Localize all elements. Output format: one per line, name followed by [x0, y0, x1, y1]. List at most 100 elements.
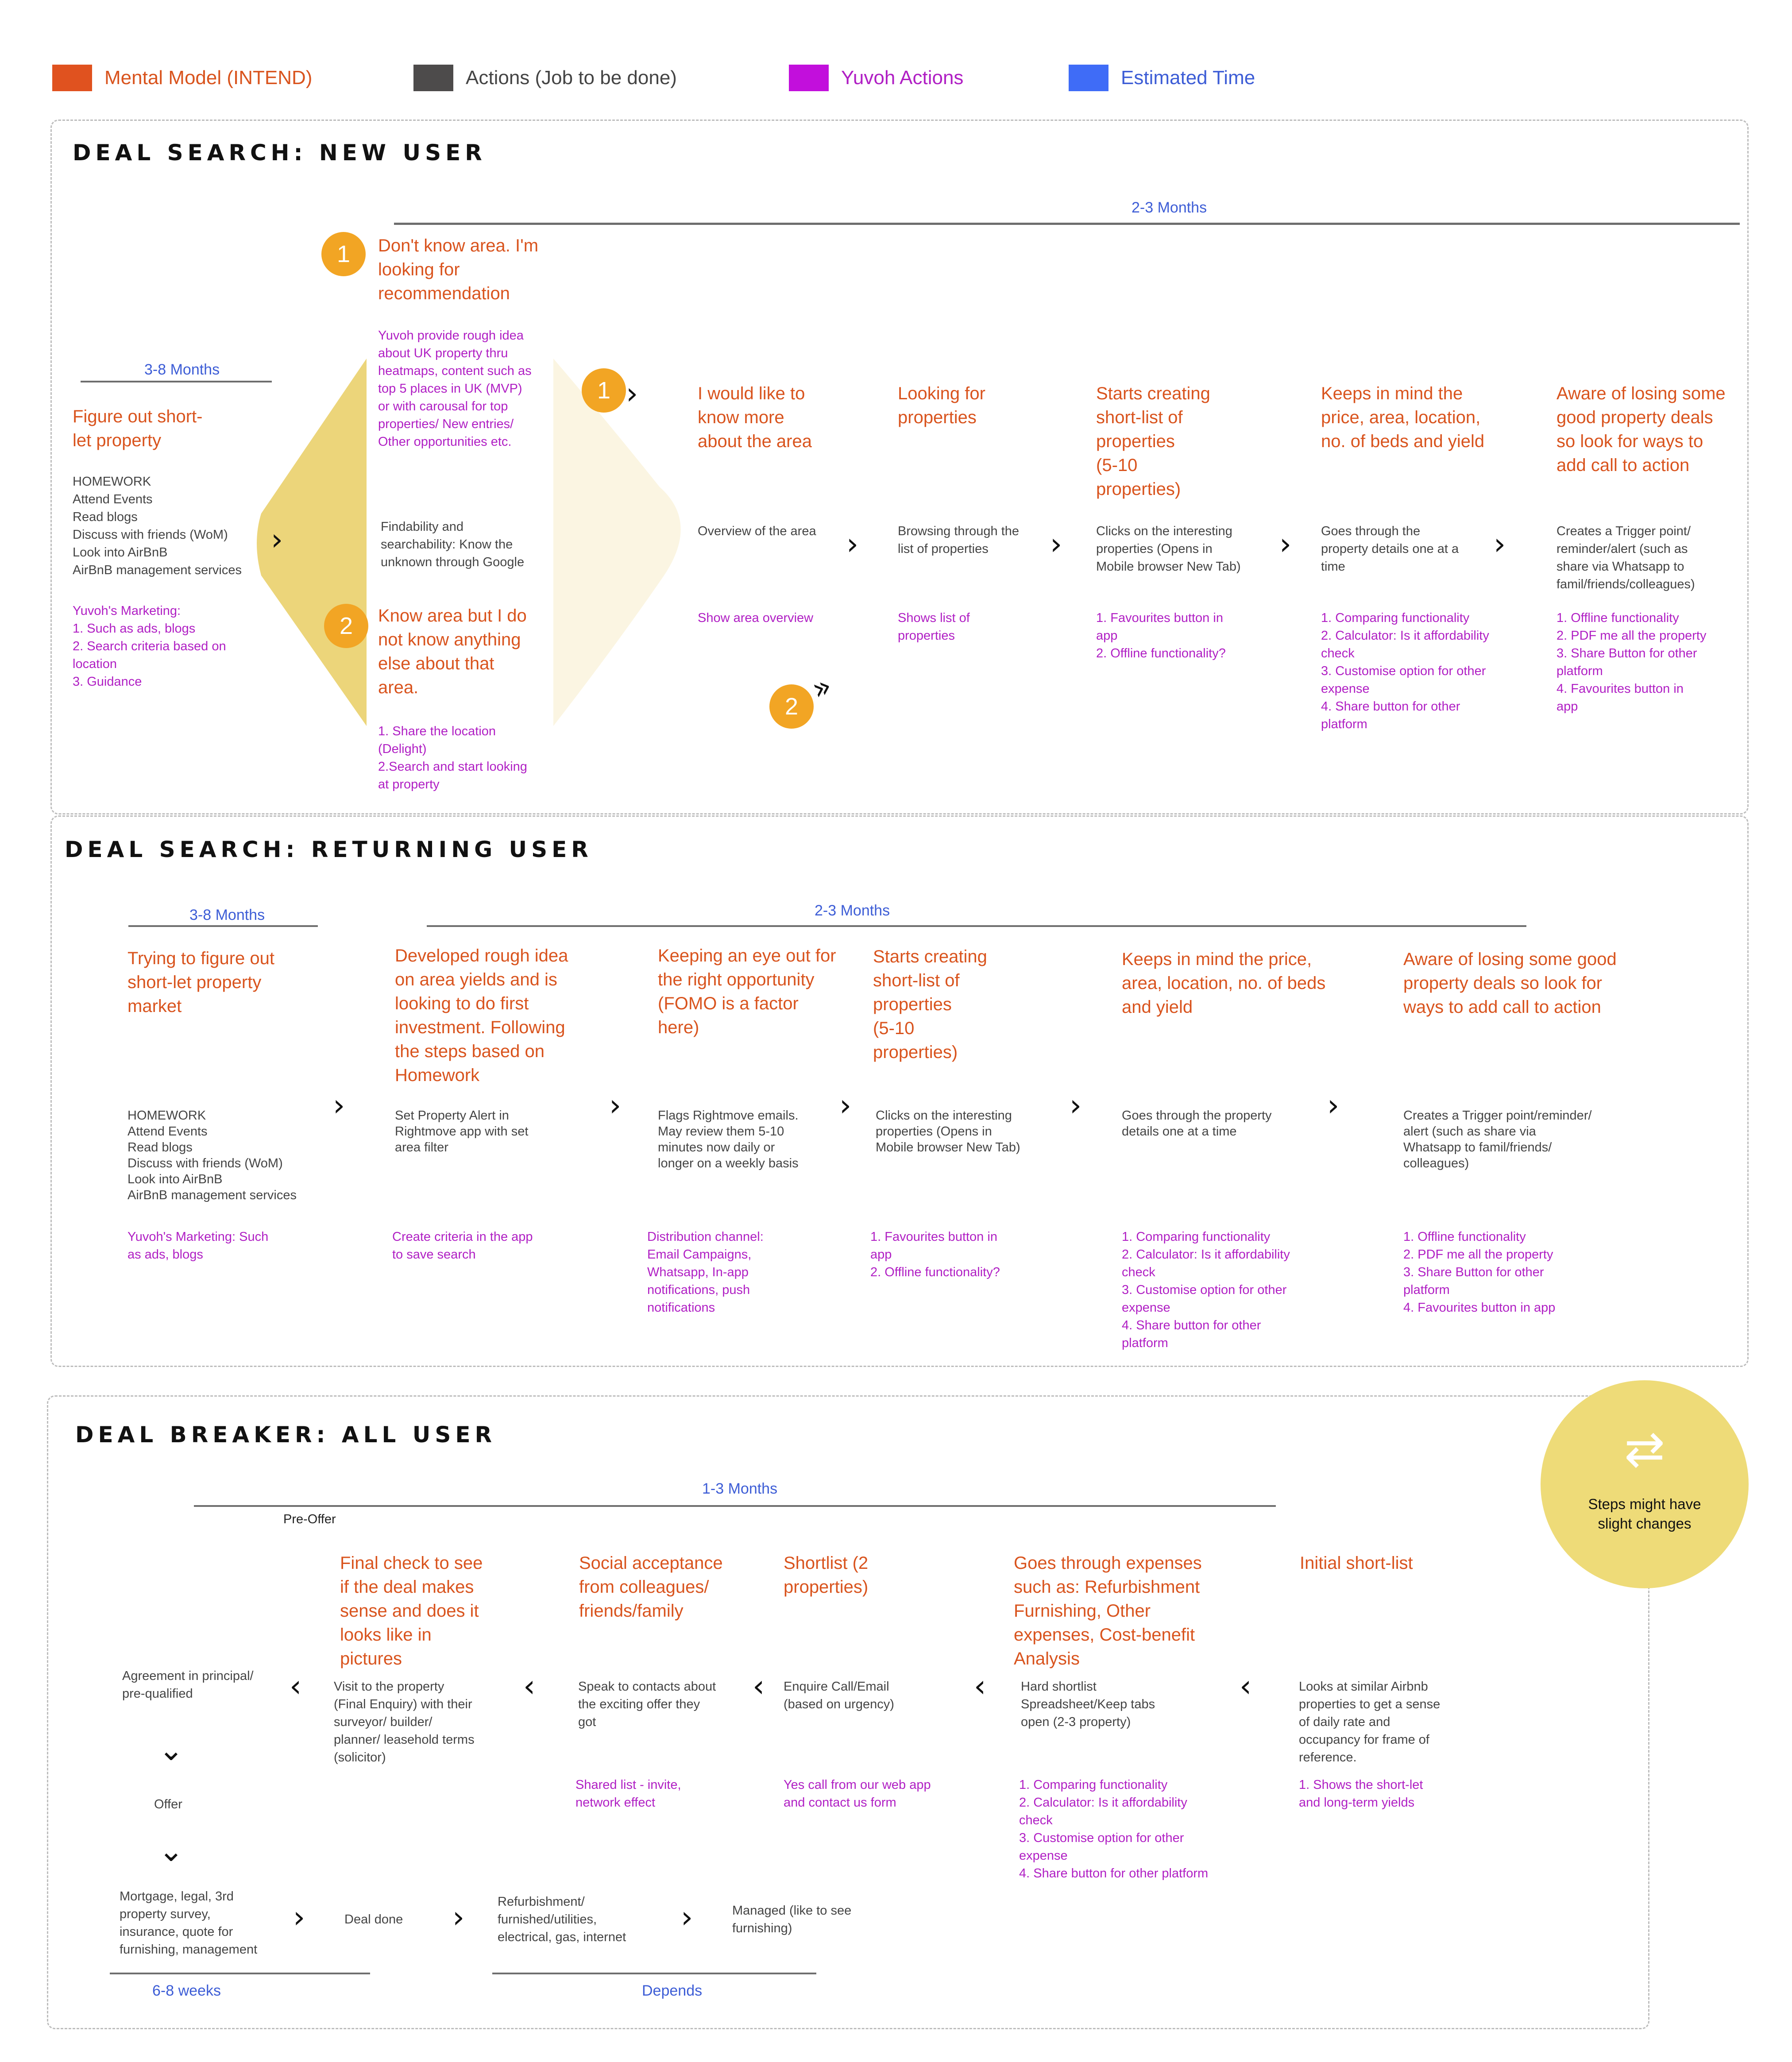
- branch2-badge: 2: [324, 604, 368, 648]
- deal-breaker-time-main: 1-3 Months: [702, 1480, 778, 1497]
- chevron-right-icon: ›: [846, 527, 859, 562]
- new-user-pre-line: [81, 381, 272, 382]
- deal-breaker-step-5-action: Looks at similar Airbnb properties to ge…: [1299, 1680, 1441, 1765]
- bottom-step-4: Managed (like to see furnishing): [732, 1904, 852, 1935]
- new-user-step-1-action: Overview of the area: [698, 524, 816, 538]
- branch1-yuvoh: Yuvoh provide rough idea about UK proper…: [378, 328, 532, 449]
- chevron-left-icon: ‹: [290, 1669, 302, 1704]
- new-user-step-3-mental: Starts creating short-list of properties…: [1096, 384, 1210, 499]
- pre-offer-label: Pre-Offer: [283, 1512, 336, 1526]
- legend-label-estimated-time: Estimated Time: [1121, 67, 1255, 89]
- branch2-yuvoh: 1. Share the location (Delight) 2.Search…: [378, 724, 527, 792]
- returning-step-6-mental: Aware of losing some good property deals…: [1403, 950, 1617, 1017]
- returning-step-3-mental: Keeping an eye out for the right opportu…: [658, 946, 836, 1037]
- deal-breaker-section: [47, 1395, 1649, 2029]
- new-user-time-line: [394, 223, 1740, 225]
- new-user-step-5-yuvoh: 1. Offline functionality 2. PDF me all t…: [1556, 611, 1707, 714]
- new-user-pre-actions: HOMEWORK Attend Events Read blogs Discus…: [73, 475, 242, 577]
- bottom-left-time-line: [110, 1973, 370, 1974]
- bottom-step-1: Mortgage, legal, 3rd property survey, in…: [120, 1889, 258, 1957]
- returning-step-1-mental: Trying to figure out short-let property …: [127, 949, 275, 1016]
- deal-breaker-step-1-action: Visit to the property (Final Enquiry) wi…: [334, 1680, 475, 1765]
- bottom-step-2: Deal done: [344, 1912, 403, 1927]
- deal-breaker-step-2-mental: Social acceptance from colleagues/ frien…: [579, 1553, 723, 1621]
- new-user-time-pre: 3-8 Months: [144, 361, 220, 378]
- returning-step-3-action: Flags Rightmove emails. May review them …: [658, 1108, 799, 1170]
- returning-user-pre-line: [128, 925, 318, 927]
- legend-swatch-estimated-time: [1069, 65, 1108, 91]
- chevron-left-icon: ‹: [974, 1669, 986, 1704]
- returning-step-3-yuvoh: Distribution channel: Email Campaigns, W…: [647, 1230, 764, 1315]
- findability-text: Findability and searchability: Know the …: [381, 520, 525, 569]
- returning-user-section: [50, 815, 1749, 1367]
- new-user-time-main: 2-3 Months: [1132, 199, 1207, 216]
- chevron-right-icon: ›: [271, 522, 283, 557]
- legend-label-mental-model: Mental Model (INTEND): [104, 67, 313, 89]
- new-user-step-4-mental: Keeps in mind the price, area, location,…: [1321, 384, 1485, 451]
- chevron-right-icon: ›: [1050, 527, 1062, 562]
- chevron-right-icon: ›: [609, 1088, 622, 1123]
- chevron-down-icon: ⌄: [158, 1834, 184, 1869]
- deal-breaker-step-3-yuvoh: Yes call from our web app and contact us…: [784, 1778, 931, 1810]
- new-user-section: [50, 120, 1749, 815]
- entry-badge-2: 2: [769, 684, 814, 729]
- returning-step-4-mental: Starts creating short-list of properties…: [873, 947, 987, 1062]
- chevron-down-icon: ⌄: [158, 1733, 184, 1768]
- bottom-step-3: Refurbishment/ furnished/utilities, elec…: [498, 1895, 626, 1944]
- chevron-left-icon: ‹: [1240, 1669, 1252, 1704]
- returning-user-time-pre: 3-8 Months: [189, 907, 265, 923]
- chevron-left-icon: ‹: [523, 1669, 536, 1704]
- deal-breaker-step-4-mental: Goes through expenses such as: Refurbish…: [1014, 1553, 1202, 1668]
- returning-step-1-action: HOMEWORK Attend Events Read blogs Discus…: [127, 1108, 297, 1202]
- returning-step-2-mental: Developed rough idea on area yields and …: [395, 946, 568, 1085]
- returning-step-2-action: Set Property Alert in Rightmove app with…: [395, 1108, 529, 1155]
- new-user-step-1-mental: I would like to know more about the area: [698, 384, 812, 451]
- chevron-right-icon: ›: [1327, 1088, 1340, 1123]
- legend-label-yuvoh-actions: Yuvoh Actions: [841, 67, 964, 89]
- new-user-pre-mental: Figure out short- let property: [73, 407, 203, 450]
- note-text: Steps might have slight changes: [1588, 1496, 1701, 1532]
- new-user-step-5-action: Creates a Trigger point/ reminder/alert …: [1556, 524, 1695, 591]
- entry-badge-1: 1: [582, 368, 626, 413]
- branch2-mental: Know area but I do not know anything els…: [378, 606, 527, 697]
- deal-breaker-step-2-action: Speak to contacts about the exciting off…: [578, 1680, 716, 1729]
- deal-breaker-step-2-yuvoh: Shared list - invite, network effect: [575, 1778, 681, 1810]
- deal-breaker-title: DEAL BREAKER: ALL USER: [75, 1422, 496, 1448]
- returning-step-4-action: Clicks on the interesting properties (Op…: [876, 1108, 1020, 1155]
- new-user-step-4-action: Goes through the property details one at…: [1321, 524, 1459, 574]
- returning-user-title: DEAL SEARCH: RETURNING USER: [65, 837, 593, 862]
- chevron-right-icon: ›: [333, 1088, 345, 1123]
- chevron-left-icon: ‹: [753, 1669, 765, 1704]
- branch1-mental: Don't know area. I'm looking for recomme…: [378, 236, 539, 303]
- offer-text: Offer: [154, 1797, 182, 1811]
- new-user-step-2-mental: Looking for properties: [898, 384, 985, 427]
- bottom-right-time: Depends: [642, 1982, 703, 1999]
- deal-breaker-step-1-mental: Final check to see if the deal makes sen…: [340, 1553, 483, 1668]
- returning-step-5-mental: Keeps in mind the price, area, location,…: [1122, 950, 1326, 1017]
- chevron-right-icon: ›: [452, 1900, 465, 1935]
- deal-breaker-step-4-yuvoh: 1. Comparing functionality 2. Calculator…: [1019, 1778, 1209, 1881]
- returning-step-4-yuvoh: 1. Favourites button in app 2. Offline f…: [870, 1230, 1000, 1279]
- returning-step-1-yuvoh: Yuvoh's Marketing: Such as ads, blogs: [127, 1230, 269, 1262]
- returning-step-5-action: Goes through the property details one at…: [1122, 1108, 1272, 1139]
- legend-swatch-actions: [413, 65, 453, 91]
- new-user-step-4-yuvoh: 1. Comparing functionality 2. Calculator…: [1321, 611, 1489, 731]
- chevron-right-icon: ›: [1279, 527, 1292, 562]
- returning-step-2-yuvoh: Create criteria in the app to save searc…: [392, 1230, 533, 1262]
- deal-breaker-step-3-mental: Shortlist (2 properties): [784, 1553, 869, 1597]
- note-circle: [1541, 1380, 1749, 1588]
- returning-user-time-line: [427, 925, 1526, 927]
- bottom-right-time-line: [492, 1973, 816, 1974]
- bottom-left-time: 6-8 weeks: [152, 1982, 221, 1999]
- deal-breaker-step-5-yuvoh: 1. Shows the short-let and long-term yie…: [1299, 1778, 1423, 1810]
- deal-breaker-step-5-mental: Initial short-list: [1300, 1553, 1413, 1573]
- chevron-right-icon: ›: [1494, 527, 1506, 562]
- branch1-badge: 1: [321, 232, 366, 276]
- new-user-step-2-action: Browsing through the list of properties: [898, 524, 1020, 556]
- returning-step-6-action: Creates a Trigger point/reminder/ alert …: [1403, 1108, 1592, 1170]
- new-user-step-3-action: Clicks on the interesting properties (Op…: [1096, 524, 1241, 574]
- chevron-right-icon: ›: [839, 1088, 852, 1123]
- chevron-right-icon: ›: [626, 376, 638, 411]
- new-user-step-3-yuvoh: 1. Favourites button in app 2. Offline f…: [1096, 611, 1226, 660]
- swap-icon: ⇄: [1624, 1421, 1665, 1477]
